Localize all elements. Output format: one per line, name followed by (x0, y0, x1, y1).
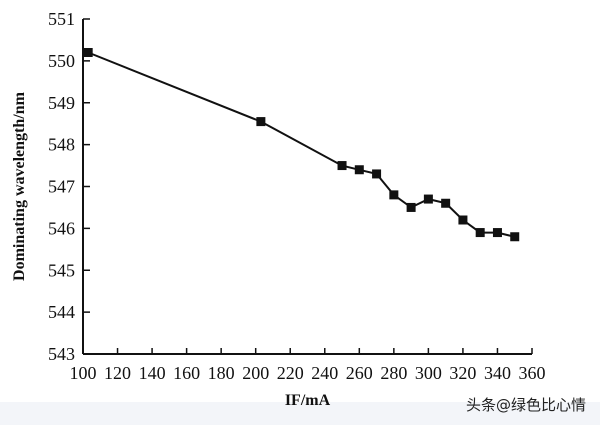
data-point-marker (423, 194, 433, 204)
y-tick-label: 549 (48, 93, 75, 113)
x-tick-label: 360 (519, 363, 546, 383)
x-tick-label: 120 (104, 363, 131, 383)
data-point-marker (406, 202, 416, 212)
data-point-marker (475, 228, 485, 238)
chart-panel (0, 0, 552, 402)
y-tick-label: 543 (48, 344, 75, 364)
y-tick-label: 545 (48, 260, 75, 280)
y-tick-label: 551 (48, 9, 75, 29)
x-tick-label: 240 (311, 363, 338, 383)
x-axis-title: IF/mA (285, 392, 331, 409)
data-point-marker (458, 215, 468, 225)
x-tick-label: 260 (346, 363, 373, 383)
series-line (87, 51, 515, 238)
data-point-marker (510, 232, 520, 242)
chart-series (83, 48, 520, 242)
x-tick-label: 160 (173, 363, 200, 383)
x-tick-label: 320 (449, 363, 476, 383)
y-tick-label: 550 (48, 51, 75, 71)
bottom-bar (0, 402, 600, 425)
x-tick-label: 340 (484, 363, 511, 383)
data-point-marker (492, 228, 502, 238)
chart-ticks: 543 544 545 546 547 548 549 550 551 100 120 140 160 1… (48, 9, 546, 383)
data-point-marker (256, 117, 266, 127)
chart-axes (82, 19, 532, 355)
data-point-marker (354, 165, 364, 175)
x-tick-label: 180 (208, 363, 235, 383)
y-axis-title: Dominating wavelength/nm (11, 91, 28, 281)
x-tick-label: 100 (70, 363, 97, 383)
data-point-marker (389, 190, 399, 200)
y-tick-label: 547 (48, 177, 75, 197)
y-tick-label: 544 (48, 302, 75, 322)
y-tick-label: 546 (48, 218, 75, 238)
x-tick-label: 300 (415, 363, 442, 383)
right-margin (552, 0, 600, 425)
y-tick-label: 548 (48, 135, 75, 155)
data-point-marker (83, 48, 93, 57)
x-tick-label: 140 (139, 363, 166, 383)
x-tick-label: 220 (277, 363, 304, 383)
x-tick-label: 280 (380, 363, 407, 383)
watermark-text: 头条@绿色比心情 (465, 396, 586, 414)
x-tick-label: 200 (242, 363, 269, 383)
data-point-marker (372, 169, 382, 179)
data-point-marker (441, 198, 451, 208)
data-point-marker (337, 161, 347, 171)
